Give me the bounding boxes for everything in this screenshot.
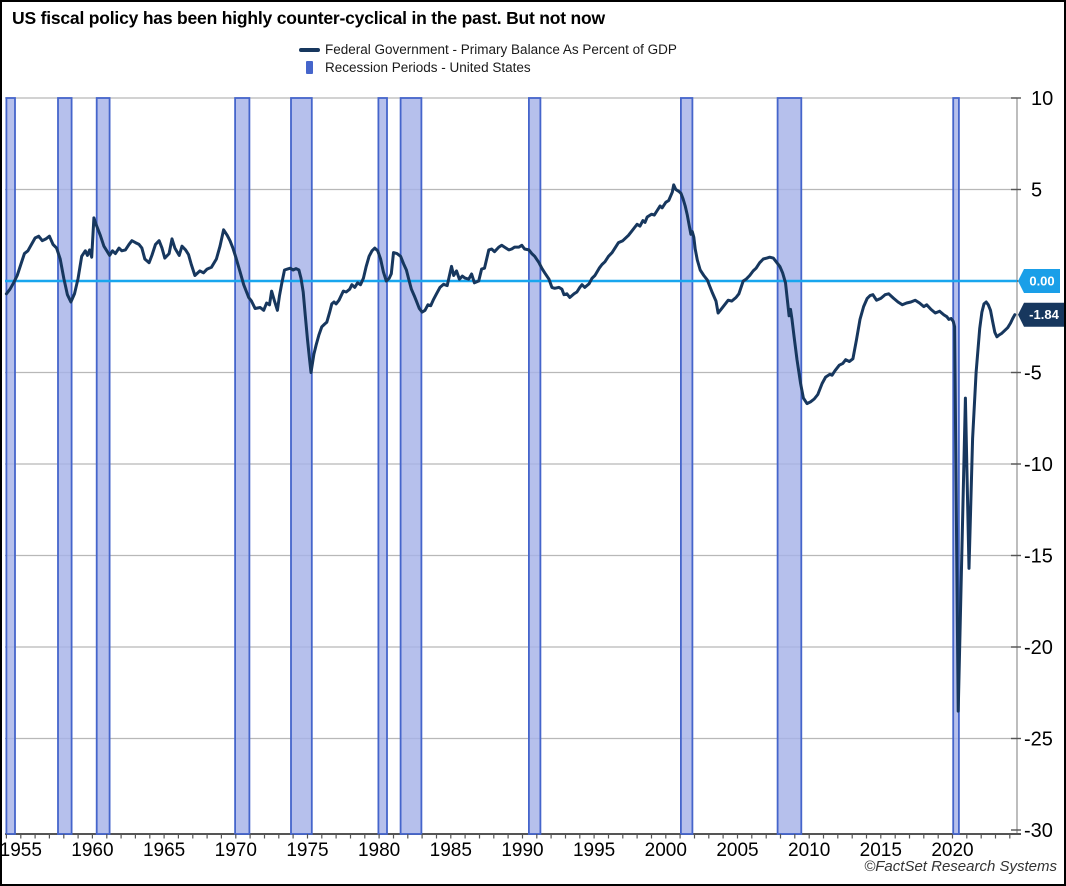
line-series-swatch-cell — [296, 47, 322, 52]
legend-label-recessions: Recession Periods - United States — [325, 60, 531, 75]
y-axis-label: -25 — [1024, 729, 1053, 751]
x-axis-label: 1985 — [430, 840, 472, 861]
legend: Federal Government - Primary Balance As … — [296, 41, 677, 77]
legend-row-recessions: Recession Periods - United States — [296, 59, 677, 76]
x-axis-label: 1995 — [573, 840, 615, 861]
chart-title: US fiscal policy has been highly counter… — [12, 8, 605, 28]
x-axis-label: 1980 — [358, 840, 400, 861]
y-axis-label: -30 — [1024, 820, 1053, 842]
x-axis-label: 1965 — [143, 840, 185, 861]
recession-band — [290, 97, 313, 835]
recession-band — [377, 97, 388, 835]
svg-text:0.00: 0.00 — [1029, 274, 1054, 289]
credit-text: ©FactSet Research Systems — [864, 858, 1057, 875]
x-axis-label: 1960 — [71, 840, 113, 861]
y-axis-label: 10 — [1031, 88, 1053, 110]
x-axis-label: 1970 — [215, 840, 257, 861]
recession-band — [399, 97, 423, 835]
recession-band — [95, 97, 111, 835]
x-axis-label: 2015 — [860, 840, 902, 861]
zero-value-tag — [1018, 269, 1060, 293]
y-axis-label: -10 — [1024, 454, 1053, 476]
recession-band — [680, 97, 694, 835]
y-axis-label: 5 — [1031, 180, 1042, 202]
primary-balance-line — [4, 183, 1017, 713]
recession-band — [57, 97, 73, 835]
x-axis-label: 1975 — [286, 840, 328, 861]
recession-band — [5, 97, 16, 835]
last-value-tag — [1018, 302, 1064, 327]
line-series-swatch — [298, 47, 320, 52]
y-axis-label: -20 — [1024, 637, 1053, 659]
y-axis-label: -15 — [1024, 546, 1053, 568]
svg-text:-1.84: -1.84 — [1029, 307, 1059, 322]
x-axis-label: 2000 — [645, 840, 687, 861]
recession-band — [776, 97, 803, 835]
legend-row-primary-balance: Federal Government - Primary Balance As … — [296, 41, 677, 58]
x-axis-label: 2005 — [716, 840, 758, 861]
recession-band — [528, 97, 542, 835]
x-axis-label: 2010 — [788, 840, 830, 861]
recession-swatch — [305, 61, 313, 74]
x-axis-label: 1990 — [501, 840, 543, 861]
recession-band — [234, 97, 251, 835]
y-axis-label: -5 — [1024, 363, 1042, 385]
recession-swatch-cell — [296, 61, 322, 74]
x-axis-label: 1955 — [2, 840, 42, 861]
legend-label-primary-balance: Federal Government - Primary Balance As … — [325, 42, 677, 57]
x-axis-label: 2020 — [931, 840, 973, 861]
